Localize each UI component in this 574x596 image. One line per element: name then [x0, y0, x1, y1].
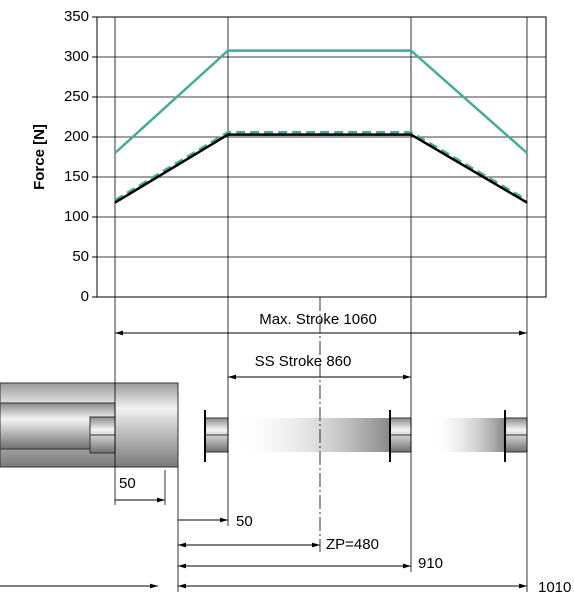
- cylinder-drawing: [0, 382, 528, 468]
- dimension-label: Max. Stroke 1060: [259, 311, 377, 328]
- dimension-label: 50: [119, 475, 136, 492]
- dimension-label: SS Stroke 860: [255, 353, 352, 370]
- plot-area: 0 50 100 150 200 250 300 350: [64, 8, 547, 305]
- series-line: [114, 133, 528, 204]
- dimension-label: 50: [236, 513, 253, 530]
- y-tick-label: 100: [64, 208, 89, 225]
- y-tick-label: 200: [64, 128, 89, 145]
- y-tick-label: 50: [72, 248, 89, 265]
- rod-blur: [230, 418, 390, 452]
- y-tick-label: 150: [64, 168, 89, 185]
- extension-lines: [114, 297, 528, 592]
- series-line: [114, 130, 528, 202]
- series-line: [114, 49, 528, 154]
- dimensions: Max. Stroke 1060 SS Stroke 860 50 50 ZP=…: [0, 311, 571, 596]
- y-tick-label: 300: [64, 48, 89, 65]
- rod-blur: [430, 418, 505, 452]
- dimension-label: ZP=480: [326, 536, 379, 553]
- y-tick-label: 350: [64, 8, 89, 25]
- dimension-label: 1010: [538, 579, 571, 596]
- dimension-label: 910: [418, 555, 443, 572]
- y-tick-label: 250: [64, 88, 89, 105]
- y-tick-label: 0: [81, 288, 89, 305]
- y-axis-label: Force [N]: [31, 124, 48, 190]
- plot-frame: [96, 16, 547, 298]
